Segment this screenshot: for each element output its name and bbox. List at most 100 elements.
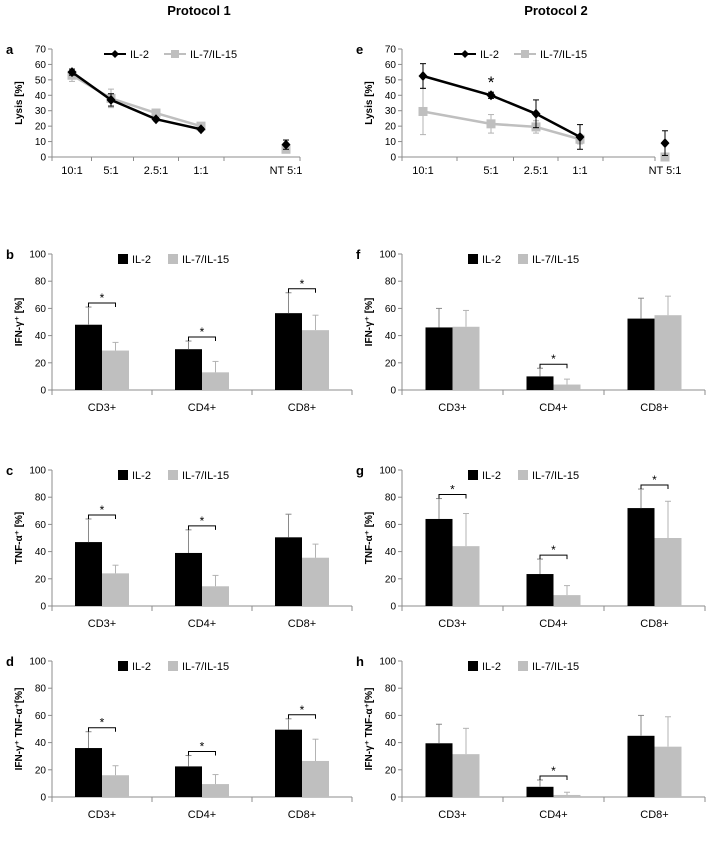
legend-label-il2-c: IL-2 xyxy=(132,470,151,482)
x-tick-label-g: CD8+ xyxy=(640,618,668,630)
significance-bracket-f xyxy=(539,363,568,369)
significance-star-d: * xyxy=(200,740,205,754)
legend-marker-il715-e xyxy=(521,50,529,58)
panel-d: d IFN-γ⁺ TNF-α⁺[%] 0 20 40 60 80 100 IL-2 IL-7/IL… xyxy=(6,654,353,821)
bar-il715-b xyxy=(302,330,329,390)
panel-label-f: f xyxy=(356,247,361,262)
legend-swatch-il2-h xyxy=(468,661,478,671)
legend-label-il715-b: IL-7/IL-15 xyxy=(182,254,229,266)
x-tick-label-e: 2.5:1 xyxy=(524,165,548,177)
significance-bracket-c xyxy=(188,525,216,530)
bar-il715-d xyxy=(202,784,229,797)
x-tick-label-d: CD8+ xyxy=(288,809,316,821)
x-tick-label-d: CD4+ xyxy=(188,809,216,821)
y-axis-label-d: IFN-γ⁺ TNF-α⁺[%] xyxy=(14,688,25,771)
bar-il715-f xyxy=(452,326,480,390)
y-tick-label-c: 80 xyxy=(35,493,47,504)
y-tick-label-e: 60 xyxy=(385,60,397,71)
bar-il715-g xyxy=(553,595,581,606)
point-il2-e xyxy=(531,108,541,119)
panel-label-a: a xyxy=(6,42,14,57)
panel-h: h IFN-γ⁺ TNF-α⁺[%] 0 20 40 60 80 100 IL-2 IL-7/IL… xyxy=(356,654,706,821)
x-tick-label-a: 2.5:1 xyxy=(144,165,168,177)
bar-il715-c xyxy=(302,557,329,606)
legend-label-il715-a: IL-7/IL-15 xyxy=(190,49,237,61)
legend-swatch-il715-c xyxy=(168,470,178,480)
significance-bracket-g xyxy=(640,484,669,490)
x-tick-label-b: CD4+ xyxy=(188,402,216,414)
bar-il2-c xyxy=(75,542,102,606)
legend-swatch-il715-h xyxy=(518,661,528,671)
panel-a: a Lysis [%] 0 10 20 30 40 50 60 70 IL-2 IL-7/IL-15 1… xyxy=(6,42,302,177)
y-tick-label-c: 20 xyxy=(35,574,47,585)
point-il715-a xyxy=(151,108,161,118)
legend-label-il2-e: IL-2 xyxy=(480,49,499,61)
significance-star-d: * xyxy=(100,716,105,730)
legend-swatch-il715-g xyxy=(518,470,528,480)
legend-label-il715-h: IL-7/IL-15 xyxy=(532,661,579,673)
bar-il2-c xyxy=(175,552,202,606)
x-tick-label-e: 1:1 xyxy=(572,165,587,177)
legend-label-il2-a: IL-2 xyxy=(130,49,149,61)
legend-marker-il715-a xyxy=(171,50,179,58)
x-tick-label-h: CD3+ xyxy=(438,809,466,821)
bar-il2-b xyxy=(175,349,202,390)
legend-label-il715-d: IL-7/IL-15 xyxy=(182,661,229,673)
point-il2-e xyxy=(660,138,670,149)
y-tick-label-g: 40 xyxy=(385,547,397,558)
x-tick-label-a: NT 5:1 xyxy=(270,165,303,177)
significance-bracket-g xyxy=(438,494,467,499)
y-tick-label-a: 60 xyxy=(35,60,47,71)
significance-bracket-d xyxy=(188,751,216,756)
bar-il715-h xyxy=(553,794,581,797)
bar-il2-h xyxy=(627,735,655,797)
legend-swatch-il715-d xyxy=(168,661,178,671)
bar-il715-f xyxy=(654,315,682,390)
panel-b: b IFN-γ⁺ [%] 0 20 40 60 80 100 IL-2 IL-7/IL-15 CD3… xyxy=(6,247,353,414)
point-il2-a xyxy=(67,67,77,78)
significance-bracket-h xyxy=(539,775,568,780)
y-axis-label-h: IFN-γ⁺ TNF-α⁺[%] xyxy=(364,688,375,771)
y-tick-label-d: 100 xyxy=(29,657,46,668)
y-axis-label-c: TNF-α⁺ [%] xyxy=(14,512,25,565)
y-tick-label-g: 0 xyxy=(390,602,396,613)
bar-il715-b xyxy=(202,372,229,390)
x-tick-label-b: CD3+ xyxy=(88,402,116,414)
legend-swatch-il715-b xyxy=(168,254,178,264)
y-tick-label-d: 20 xyxy=(35,765,47,776)
significance-star-h: * xyxy=(551,764,556,778)
y-tick-label-a: 20 xyxy=(35,122,47,133)
legend-marker-il2-e xyxy=(461,50,469,58)
protocol-1-title: Protocol 1 xyxy=(167,3,231,18)
point-il2-a xyxy=(281,139,291,150)
x-tick-label-h: CD4+ xyxy=(539,809,567,821)
panels: a Lysis [%] 0 10 20 30 40 50 60 70 IL-2 IL-7/IL-15 1… xyxy=(6,42,706,821)
series-line-il2-a xyxy=(71,71,202,131)
point-il715-e xyxy=(418,106,428,116)
y-tick-label-f: 100 xyxy=(379,250,396,261)
y-tick-label-c: 100 xyxy=(29,466,46,477)
point-il715-e xyxy=(486,119,496,129)
x-tick-label-c: CD8+ xyxy=(288,618,316,630)
bar-il2-g xyxy=(425,518,453,606)
y-tick-label-h: 40 xyxy=(385,738,397,749)
y-tick-label-e: 10 xyxy=(385,137,397,148)
bar-il2-h xyxy=(425,743,453,797)
legend-marker-il2-a xyxy=(111,50,119,58)
significance-bracket-b xyxy=(188,336,216,342)
series-line-il715-e xyxy=(422,110,581,141)
panel-label-b: b xyxy=(6,247,14,262)
y-tick-label-b: 100 xyxy=(29,250,46,261)
significance-bracket-g xyxy=(539,554,568,560)
significance-star-e: * xyxy=(488,73,495,92)
y-tick-label-c: 40 xyxy=(35,547,47,558)
y-tick-label-f: 20 xyxy=(385,358,397,369)
significance-bracket-b xyxy=(288,288,316,293)
x-tick-label-c: CD4+ xyxy=(188,618,216,630)
point-il2-a xyxy=(106,94,116,105)
y-tick-label-h: 60 xyxy=(385,711,397,722)
y-tick-label-g: 20 xyxy=(385,574,397,585)
protocol-2-title: Protocol 2 xyxy=(524,3,588,18)
legend-label-il2-b: IL-2 xyxy=(132,254,151,266)
panel-label-g: g xyxy=(356,463,364,478)
